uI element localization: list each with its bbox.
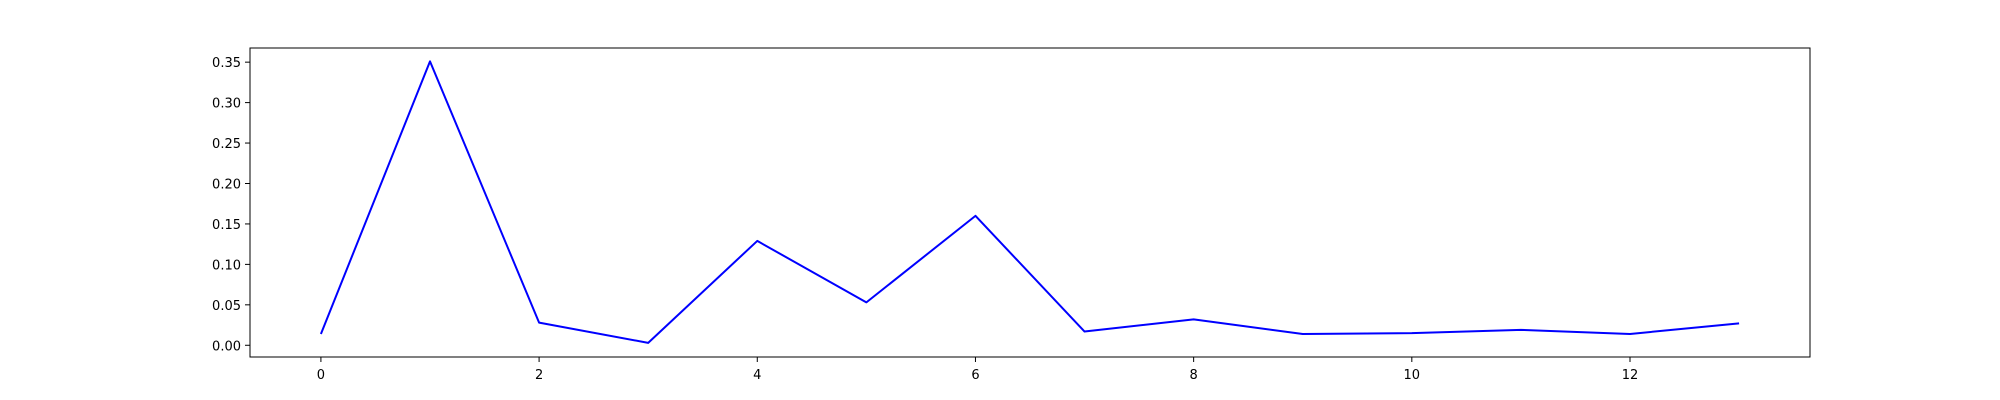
y-tick-label: 0.05 xyxy=(212,299,241,314)
y-axis: 0.00 0.05 0.10 0.15 0.20 0.25 0.30 0.35 xyxy=(212,56,250,354)
y-tick-label: 0.35 xyxy=(212,56,241,71)
y-tick-label: 0.25 xyxy=(212,137,241,152)
x-axis: 0 2 4 6 8 10 12 xyxy=(317,357,1639,383)
y-tick-label: 0.00 xyxy=(212,339,241,354)
x-tick-label: 8 xyxy=(1189,368,1197,383)
y-tick-label: 0.20 xyxy=(212,177,241,192)
x-tick-label: 6 xyxy=(971,368,979,383)
x-tick-label: 2 xyxy=(535,368,543,383)
plot-area-frame xyxy=(249,47,1811,358)
series-layer xyxy=(319,60,1740,344)
x-tick-label: 12 xyxy=(1622,368,1639,383)
x-tick-label: 10 xyxy=(1404,368,1421,383)
x-tick-label: 4 xyxy=(753,368,761,383)
x-tick-label: 0 xyxy=(317,368,325,383)
y-tick-label: 0.30 xyxy=(212,97,241,112)
y-tick-label: 0.10 xyxy=(212,258,241,273)
series-line xyxy=(319,60,1740,344)
y-tick-label: 0.15 xyxy=(212,218,241,233)
